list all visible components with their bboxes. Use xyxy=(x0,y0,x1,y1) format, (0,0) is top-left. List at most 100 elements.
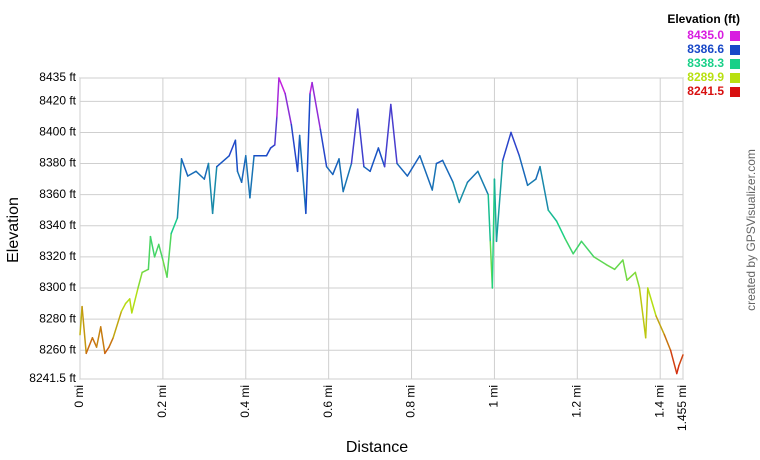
elevation-segment xyxy=(466,170,479,183)
y-tick-label: 8320 ft xyxy=(39,249,76,263)
elevation-segment xyxy=(356,108,365,168)
legend-swatch xyxy=(730,31,740,41)
elevation-segment xyxy=(112,310,123,339)
elevation-segment xyxy=(644,287,649,339)
legend-label: 8241.5 xyxy=(687,84,724,98)
y-tick-label: 8340 ft xyxy=(39,218,76,232)
elevation-segment xyxy=(526,178,537,187)
elevation-segment xyxy=(176,158,183,219)
elevation-segment xyxy=(120,302,127,313)
elevation-segment xyxy=(137,271,143,289)
elevation-segment xyxy=(153,243,160,258)
x-tick-label: 1.455 mi xyxy=(675,385,689,431)
elevation-segment xyxy=(296,134,301,173)
elevation-segment xyxy=(383,103,392,168)
legend-label: 8435.0 xyxy=(687,28,724,42)
elevation-segment xyxy=(128,298,133,314)
elevation-segment xyxy=(491,178,496,289)
elevation-segment xyxy=(207,162,214,215)
elevation-segment xyxy=(81,305,87,355)
elevation-segment xyxy=(170,217,179,235)
elevation-segment xyxy=(458,181,469,204)
elevation-segment xyxy=(419,155,434,191)
legend-label: 8338.3 xyxy=(687,56,724,70)
elevation-segment xyxy=(342,162,353,193)
y-tick-label: 8380 ft xyxy=(39,156,76,170)
elevation-segment xyxy=(203,162,210,180)
elevation-segment xyxy=(162,259,168,278)
elevation-segment xyxy=(676,365,680,375)
elevation-segment xyxy=(477,170,489,196)
elevation-segment xyxy=(284,92,293,126)
elevation-segment xyxy=(406,155,421,177)
y-tick-label: 8400 ft xyxy=(39,125,76,139)
elevation-segment xyxy=(147,235,152,271)
y-tick-label: 8300 ft xyxy=(39,280,76,294)
elevation-segment xyxy=(124,298,131,305)
x-tick-label: 0.8 mi xyxy=(404,385,418,418)
elevation-segment xyxy=(613,259,624,271)
elevation-segment xyxy=(495,159,504,243)
y-tick-label: 8420 ft xyxy=(39,94,76,108)
elevation-segment xyxy=(390,103,398,165)
x-tick-label: 1.2 mi xyxy=(569,385,583,418)
elevation-segment xyxy=(290,123,299,173)
elevation-segment xyxy=(678,354,684,367)
x-tick-label: 0.4 mi xyxy=(238,385,252,418)
credit: created by GPSVisualizer.com xyxy=(744,149,758,311)
elevation-segment xyxy=(99,326,106,355)
elevation-segment xyxy=(319,128,328,168)
elevation-segment xyxy=(211,165,218,215)
elevation-segment xyxy=(149,235,156,258)
elevation-segment xyxy=(580,240,595,258)
elevation-segment xyxy=(555,220,566,239)
elevation-segment xyxy=(535,165,541,180)
y-tick-label: 8360 ft xyxy=(39,187,76,201)
elevation-segment xyxy=(91,337,98,348)
elevation-segment xyxy=(131,287,139,314)
elevation-segment xyxy=(265,147,272,157)
elevation-segment xyxy=(564,237,574,255)
x-tick-label: 1.4 mi xyxy=(652,385,666,418)
elevation-segment xyxy=(274,116,278,146)
x-tick-label: 0 mi xyxy=(72,385,86,408)
elevation-segment xyxy=(363,165,371,173)
elevation-segment xyxy=(311,81,322,131)
elevation-segment xyxy=(95,326,102,348)
elevation-segment xyxy=(240,155,247,183)
elevation-segment xyxy=(298,134,307,215)
elevation-segment xyxy=(669,349,678,375)
x-tick-label: 0.2 mi xyxy=(155,385,169,418)
elevation-segment xyxy=(605,263,616,271)
elevation-segment xyxy=(278,77,286,95)
elevation-segment xyxy=(228,139,237,157)
elevation-segment xyxy=(369,147,380,173)
elevation-segment xyxy=(269,144,276,149)
elevation-segment xyxy=(236,170,243,183)
elevation-segment xyxy=(79,305,83,336)
elevation-segment xyxy=(216,155,230,168)
elevation-segment xyxy=(493,178,498,243)
y-tick-label: 8241.5 ft xyxy=(29,371,76,385)
elevation-segment xyxy=(510,131,521,157)
elevation-segment xyxy=(325,165,334,176)
legend-swatch xyxy=(730,45,740,55)
plot-area xyxy=(79,77,684,380)
elevation-segment xyxy=(663,333,672,351)
legend-label: 8386.6 xyxy=(687,42,724,56)
elevation-segment xyxy=(234,139,239,173)
elevation-segment xyxy=(435,159,444,165)
elevation-segment xyxy=(539,165,550,211)
elevation-segment xyxy=(638,287,647,339)
elevation-segment xyxy=(249,155,255,199)
elevation-segment xyxy=(350,108,359,165)
elevation-segment xyxy=(276,77,280,118)
elevation-segment xyxy=(622,259,628,281)
legend-swatch xyxy=(730,73,740,83)
elevation-segment xyxy=(332,158,340,176)
elevation-segment xyxy=(518,155,529,187)
elevation-segment xyxy=(634,271,641,289)
elevation-segment xyxy=(108,337,114,348)
elevation-segment xyxy=(245,155,251,199)
